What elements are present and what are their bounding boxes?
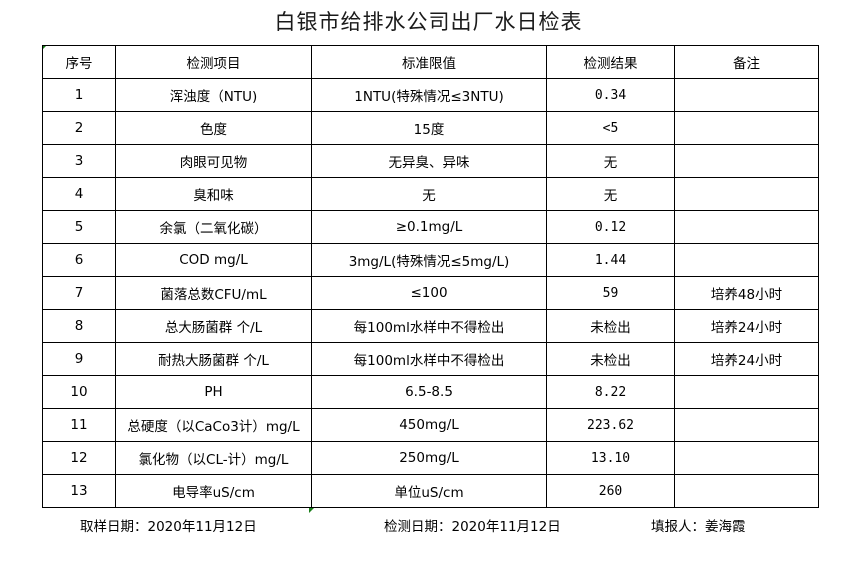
cell-result: 260	[546, 474, 675, 508]
cell-remark	[674, 375, 819, 409]
cell-item: 臭和味	[115, 177, 312, 211]
page-title: 白银市给排水公司出厂水日检表	[274, 10, 583, 34]
cell-remark	[674, 474, 819, 508]
cell-result: 1.44	[546, 243, 675, 277]
cell-remark	[674, 78, 819, 112]
cell-result: 59	[546, 276, 675, 310]
cell-item: 总硬度（以CaCo3计）mg/L	[115, 408, 312, 442]
cell-result: 223.62	[546, 408, 675, 442]
cell-index: 12	[42, 441, 116, 475]
cell-index: 3	[42, 144, 116, 178]
cell-item: 总大肠菌群 个/L	[115, 309, 312, 343]
cell-remark	[674, 441, 819, 475]
cell-result: <5	[546, 111, 675, 145]
test-date: 检测日期：2020年11月12日	[384, 519, 561, 535]
cell-index: 4	[42, 177, 116, 211]
cell-remark	[674, 210, 819, 244]
table-row: 8 总大肠菌群 个/L 每100ml水样中不得检出 未检出 培养24小时	[42, 309, 819, 343]
cell-item: 氯化物（以CL-计）mg/L	[115, 441, 312, 475]
cell-result: 0.12	[546, 210, 675, 244]
cell-item: 耐热大肠菌群 个/L	[115, 342, 312, 376]
cell-remark	[674, 177, 819, 211]
cell-standard: 1NTU(特殊情况≤3NTU)	[311, 78, 547, 112]
table-row: 11 总硬度（以CaCo3计）mg/L 450mg/L 223.62	[42, 408, 819, 442]
table-row: 2 色度 15度 <5	[42, 111, 819, 145]
inspection-table: 序号 检测项目 标准限值 检测结果 备注 1 浑浊度（NTU) 1NTU(特殊情况≤3NTU)…	[42, 45, 819, 508]
cell-standard: 15度	[311, 111, 547, 145]
table-row: 4 臭和味无无	[42, 177, 819, 211]
table-row: 13 电导率uS/cm 单位uS/cm 260	[42, 474, 819, 508]
cell-remark	[674, 144, 819, 178]
cell-standard: 单位uS/cm	[311, 474, 547, 508]
table-row: 10 PH 6.5-8.5 8.22	[42, 375, 819, 409]
cell-remark: 培养24小时	[674, 309, 819, 343]
cell-index: 2	[42, 111, 116, 145]
cell-standard: ≥0.1mg/L	[311, 210, 547, 244]
table-row: 6 COD mg/L 3mg/L(特殊情况≤5mg/L) 1.44	[42, 243, 819, 277]
cell-result: 13.10	[546, 441, 675, 475]
cell-index: 9	[42, 342, 116, 376]
cell-item: 余氯（二氧化碳）	[115, 210, 312, 244]
cell-standard: 3mg/L(特殊情况≤5mg/L)	[311, 243, 547, 277]
cell-standard: 每100ml水样中不得检出	[311, 342, 547, 376]
header-row: 序号 检测项目 标准限值 检测结果 备注	[42, 45, 819, 79]
cell-item: 浑浊度（NTU)	[115, 78, 312, 112]
cell-standard: 无异臭、异味	[311, 144, 547, 178]
sampling-date: 取样日期：2020年11月12日	[80, 519, 257, 535]
header-result: 检测结果	[546, 45, 675, 79]
header-standard: 标准限值	[311, 45, 547, 79]
table-row: 7 菌落总数CFU/mL ≤100 59 培养48小时	[42, 276, 819, 310]
table-row: 5 余氯（二氧化碳） ≥0.1mg/L 0.12	[42, 210, 819, 244]
cell-remark: 培养48小时	[674, 276, 819, 310]
cell-item: 肉眼可见物	[115, 144, 312, 178]
cell-remark: 培养24小时	[674, 342, 819, 376]
cell-result: 未检出	[546, 309, 675, 343]
cell-marker	[309, 508, 314, 513]
table-row: 12 氯化物（以CL-计）mg/L 250mg/L 13.10	[42, 441, 819, 475]
cell-result: 无	[546, 177, 675, 211]
cell-standard: 250mg/L	[311, 441, 547, 475]
cell-remark	[674, 408, 819, 442]
cell-index: 5	[42, 210, 116, 244]
cell-index: 1	[42, 78, 116, 112]
cell-standard: 每100ml水样中不得检出	[311, 309, 547, 343]
cell-standard: 6.5-8.5	[311, 375, 547, 409]
table-row: 3 肉眼可见物 无异臭、异味无	[42, 144, 819, 178]
cell-remark	[674, 111, 819, 145]
cell-result: 无	[546, 144, 675, 178]
cell-item: COD mg/L	[115, 243, 312, 277]
reporter: 填报人：姜海霞	[651, 519, 746, 535]
cell-result: 8.22	[546, 375, 675, 409]
cell-result: 0.34	[546, 78, 675, 112]
cell-index: 13	[42, 474, 116, 508]
table-row: 9 耐热大肠菌群 个/L 每100ml水样中不得检出 未检出 培养24小时	[42, 342, 819, 376]
cell-index: 11	[42, 408, 116, 442]
cell-remark	[674, 243, 819, 277]
cell-item: 电导率uS/cm	[115, 474, 312, 508]
header-index: 序号	[42, 45, 116, 79]
table-row: 1 浑浊度（NTU) 1NTU(特殊情况≤3NTU) 0.34	[42, 78, 819, 112]
cell-item: 菌落总数CFU/mL	[115, 276, 312, 310]
cell-standard: 450mg/L	[311, 408, 547, 442]
cell-standard: ≤100	[311, 276, 547, 310]
cell-standard: 无	[311, 177, 547, 211]
cell-index: 7	[42, 276, 116, 310]
cell-index: 8	[42, 309, 116, 343]
cell-result: 未检出	[546, 342, 675, 376]
cell-index: 6	[42, 243, 116, 277]
cell-index: 10	[42, 375, 116, 409]
header-item: 检测项目	[115, 45, 312, 79]
cell-item: PH	[115, 375, 312, 409]
cell-item: 色度	[115, 111, 312, 145]
header-remark: 备注	[674, 45, 819, 79]
